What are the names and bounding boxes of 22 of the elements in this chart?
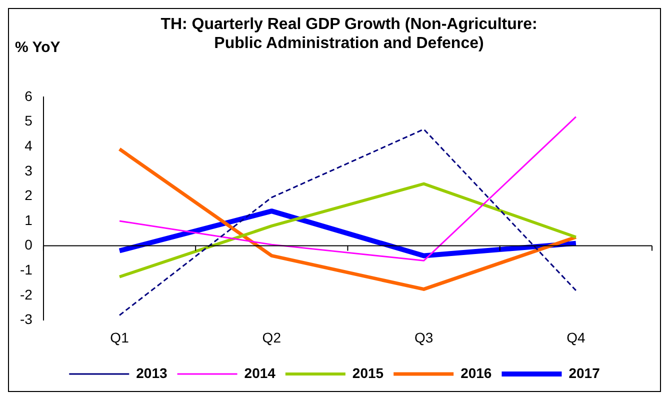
line-series [118,128,577,316]
legend-label: 2013 [136,364,168,381]
y-tick-label: -1 [20,261,33,278]
y-tick-label: 6 [24,88,33,104]
y-tick-label: 0 [24,236,33,253]
x-tick-label: Q4 [566,329,586,346]
chart-title: TH: Quarterly Real GDP Growth (Non-Agriculture: Public Administration and Defence) [160,15,538,53]
legend-label: 2017 [568,364,600,381]
y-tick-label: 5 [24,112,33,129]
legend-label: 2016 [460,364,492,381]
x-tick-label: Q1 [110,329,130,346]
y-tick-label: 1 [24,212,33,228]
x-tick-label: Q2 [262,329,282,346]
y-tick-label: 2 [24,187,33,204]
legend-label: 2015 [352,364,384,381]
y-tick-label: -3 [20,311,33,328]
x-tick-label: Q3 [414,329,434,346]
y-tick-label: -2 [20,286,33,302]
y-tick-label: 3 [24,162,33,178]
y-tick-label: 4 [24,137,33,154]
y-axis-title: % YoY [15,39,60,56]
legend-label: 2014 [244,364,276,381]
